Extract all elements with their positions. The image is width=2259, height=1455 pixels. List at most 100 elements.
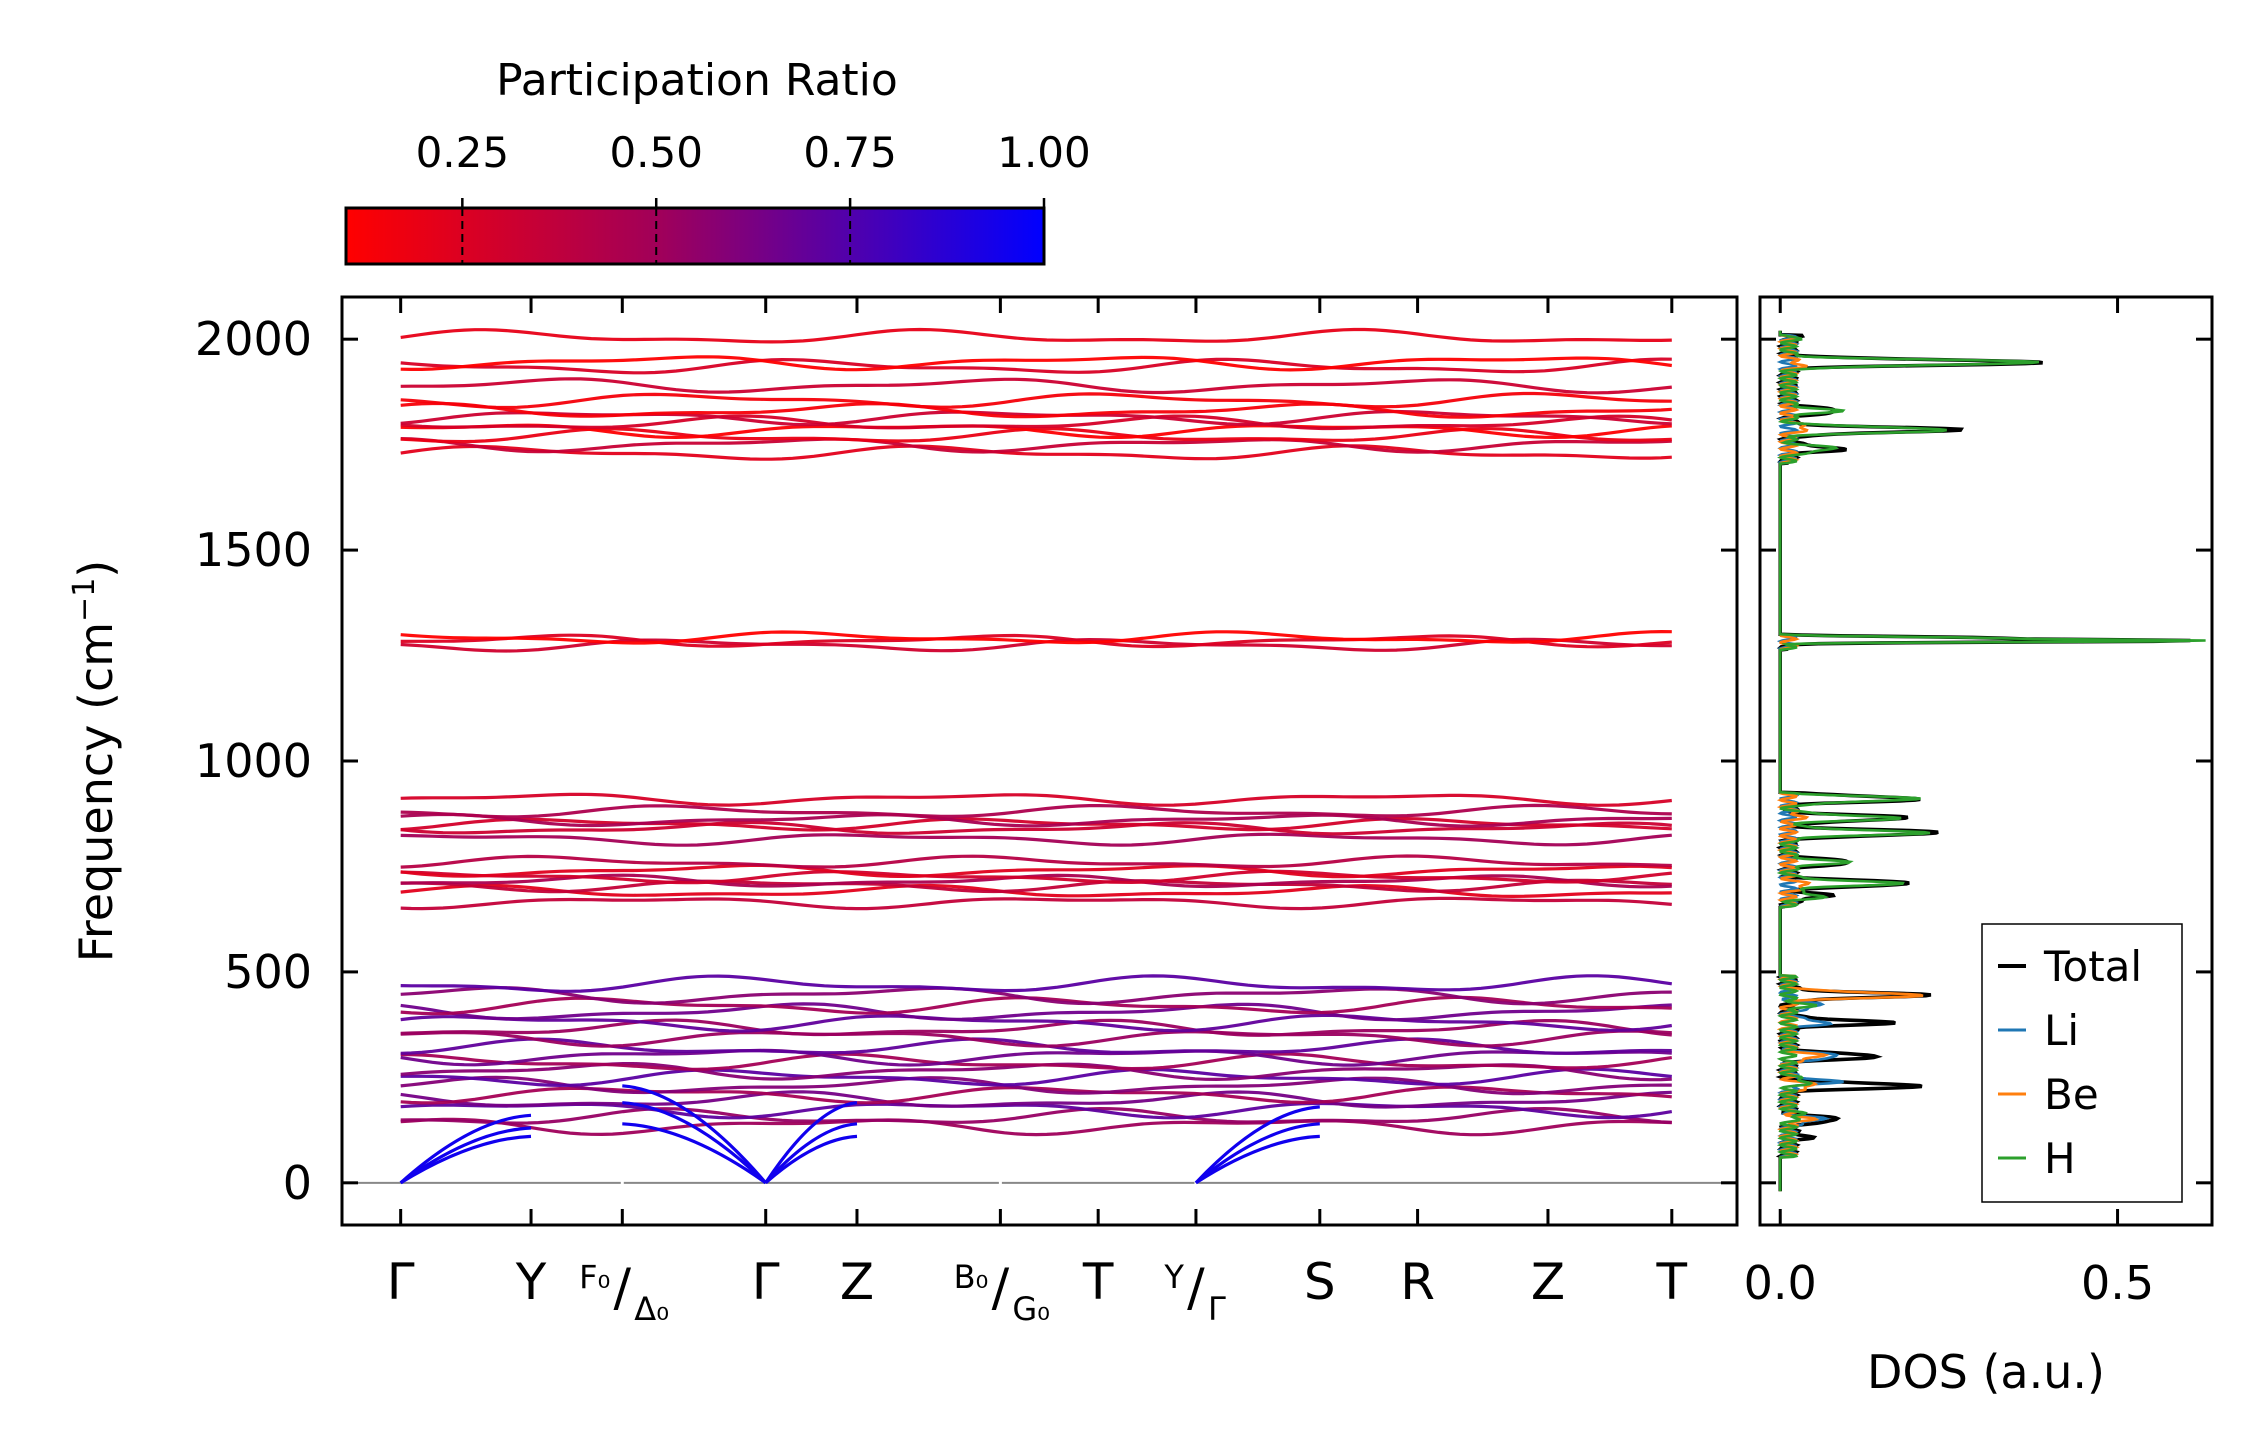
legend-label: H [2044,1134,2076,1183]
dos-curves [1775,330,2206,1192]
k-point-label: Γ [387,1253,415,1311]
y-axis-label-superscript: −1 [67,578,102,622]
acoustic-branch [1195,1134,1320,1185]
phonon-band [400,1090,1672,1109]
acoustic-branch [399,1134,532,1185]
phonon-band [400,1052,1673,1071]
dos-x-tick-label: 0.5 [2081,1256,2154,1310]
phonon-band [400,1013,1673,1033]
dos-legend: Total Li Be H [1981,923,2183,1203]
phonon-band [400,414,1672,431]
phonon-bands [399,327,1673,1185]
phonon-band [400,401,1672,419]
phonon-band [400,883,1672,899]
phonon-band [400,1067,1672,1088]
dos-curve-h [1776,330,2206,1192]
colorbar: Participation Ratio 0.25 0.50 0.75 1.00 [344,55,1091,266]
y-tick-label: 1000 [195,734,312,788]
y-tick-label: 0 [283,1156,312,1210]
phonon-band [400,1106,1672,1125]
colorbar-tick-label: 0.25 [416,128,510,177]
k-point-label-top: F₀ [579,1258,610,1296]
phonon-band [400,629,1672,645]
k-point-label: Γ [752,1253,780,1311]
phonon-band [400,896,1672,911]
dos-x-tick-label: 0.0 [1744,1256,1817,1310]
dos-panel: 0.0 0.5 DOS (a.u.) Total Li Be H [1744,295,2214,1399]
dos-axis-ticks: 0.0 0.5 [1744,297,2212,1310]
legend-label: Be [2044,1070,2099,1119]
colorbar-tick-label: 1.00 [997,128,1091,177]
acoustic-branch [1194,1105,1320,1184]
phonon-band [400,854,1672,869]
phonon-band [400,1117,1672,1137]
phonon-band [400,974,1673,993]
k-point-label-bottom: Γ [1208,1290,1226,1328]
acoustic-branch [399,1113,532,1184]
phonon-band [400,1018,1672,1037]
k-point-label-top: B₀ [954,1258,989,1296]
phonon-band [400,878,1672,894]
phonon-band [400,803,1672,819]
phonon-band [400,377,1672,395]
acoustic-branch [622,1122,767,1185]
acoustic-branch [622,1101,767,1184]
phonon-band [400,820,1672,836]
phonon-band [400,1075,1672,1096]
k-point-slash: / [614,1258,632,1318]
k-point-label: Y [515,1253,547,1311]
phonon-band [400,391,1672,410]
phonon-band [400,423,1672,440]
colorbar-gradient [344,206,1046,266]
y-axis-label: Frequency (cm−1) [67,560,123,963]
acoustic-branch [764,1122,858,1184]
phonon-band [400,812,1672,828]
legend-label: Li [2044,1006,2079,1055]
k-point-label: Z [840,1253,874,1311]
k-point-slash: / [1187,1258,1205,1318]
k-point-slash: / [992,1258,1010,1318]
acoustic-branch [764,1101,858,1184]
legend-box [1981,923,2183,1203]
phonon-band [400,986,1672,1006]
phonon-band [400,869,1672,885]
colorbar-tick-label: 0.75 [803,128,897,177]
k-point-label-bottom: Δ₀ [634,1290,669,1328]
legend-label: Total [2043,942,2142,991]
phonon-band [400,355,1673,372]
colorbar-ticks: 0.25 0.50 0.75 1.00 [416,128,1091,264]
k-point-label: T [1082,1253,1114,1311]
y-axis-label-close: ) [69,560,123,578]
y-axis-label-text: Frequency (cm [69,622,123,962]
phonon-band [400,792,1672,807]
phonon-band [400,437,1672,454]
phonon-band [400,444,1672,461]
phonon-band [400,357,1672,375]
dos-curve-be [1776,330,1924,1192]
phonon-band [400,327,1672,344]
colorbar-tick-label: 0.50 [609,128,703,177]
acoustic-branch [1194,1122,1320,1185]
phonon-band [400,832,1672,847]
y-tick-label: 2000 [195,312,312,366]
k-point-label-bottom: G₀ [1012,1290,1050,1328]
k-point-label: R [1400,1253,1435,1311]
dos-x-axis-label: DOS (a.u.) [1867,1345,2105,1399]
acoustic-branch [622,1084,767,1184]
k-point-label: Z [1531,1253,1565,1311]
colorbar-title: Participation Ratio [496,55,898,106]
phonon-band [400,1002,1672,1022]
y-tick-label: 500 [224,945,312,999]
acoustic-branch [764,1134,858,1185]
phonon-band [400,1029,1672,1048]
phonon-band [400,633,1672,649]
k-point-label-top: Y [1163,1258,1184,1296]
phonon-band [400,1048,1672,1067]
k-point-label: S [1304,1253,1336,1311]
y-tick-label: 1500 [195,523,312,577]
k-point-label: T [1656,1253,1688,1311]
phonon-band [400,863,1672,879]
